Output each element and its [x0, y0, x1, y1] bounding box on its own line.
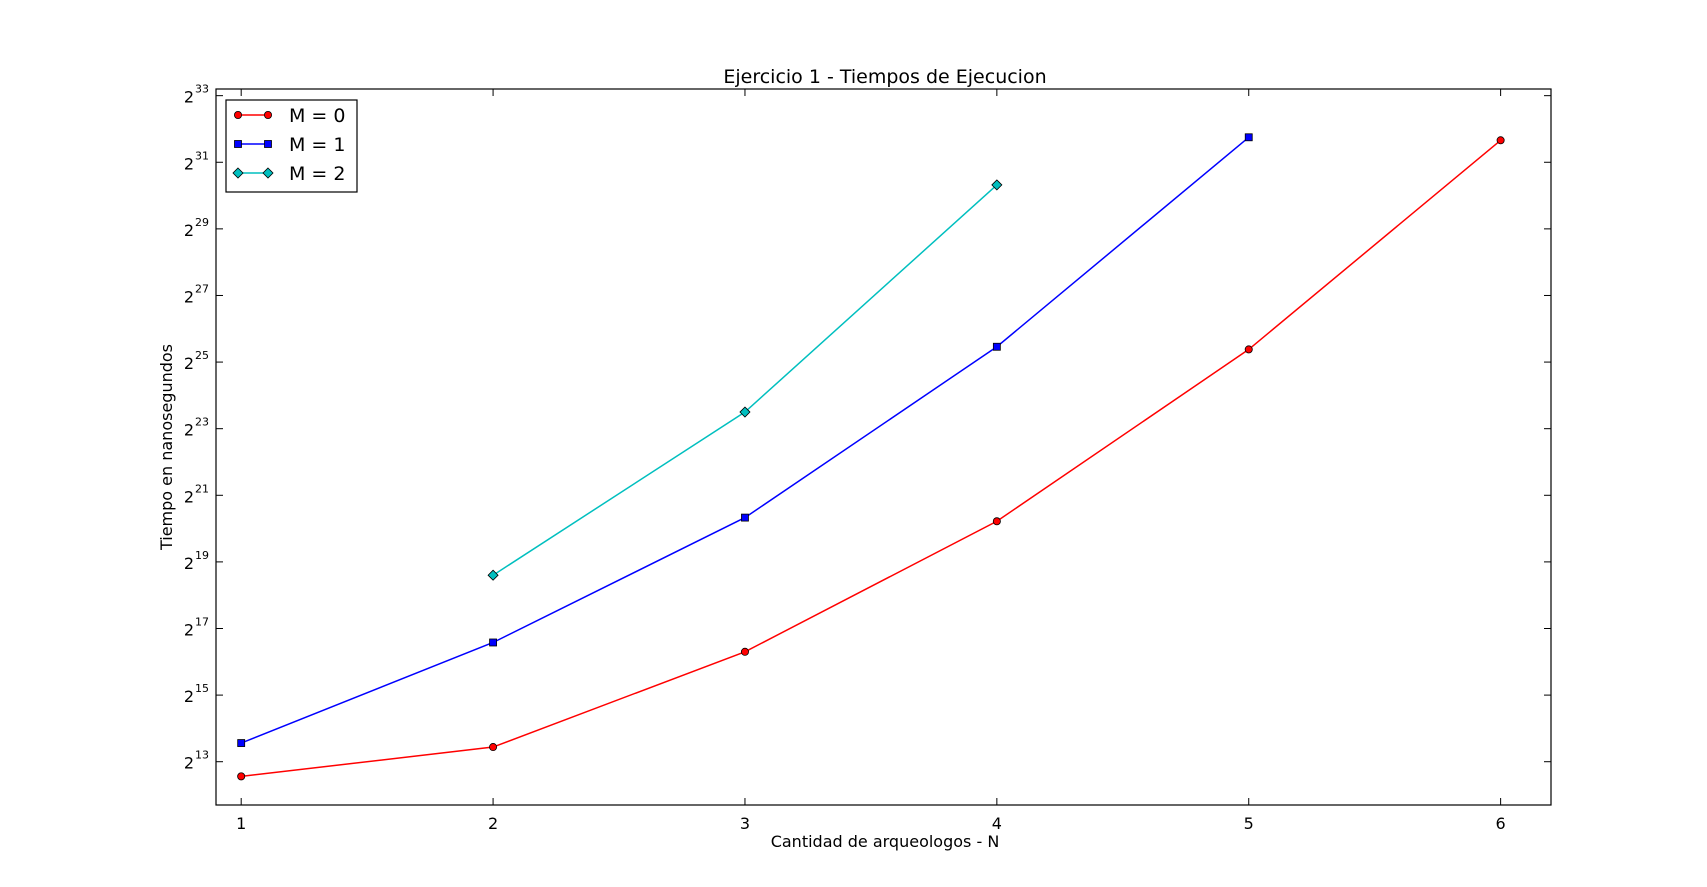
- x-axis-label: Cantidad de arqueologos - N: [771, 832, 1000, 851]
- data-point: [991, 179, 1003, 191]
- y-tick-base: 2: [184, 620, 194, 639]
- y-tick-base: 2: [184, 421, 194, 440]
- x-axis-ticks: 1 2 3 4 5 6: [236, 89, 1506, 833]
- x-tick-label: 1: [236, 814, 246, 833]
- chart-title: Ejercicio 1 - Tiempos de Ejecucion: [723, 66, 1046, 88]
- y-tick-label: 2: [184, 287, 194, 306]
- y-tick-base: 2: [184, 554, 194, 573]
- y-tick-base: 2: [184, 221, 194, 240]
- series-m=2: [487, 179, 1003, 581]
- y-tick-label: 2: [184, 620, 194, 639]
- y-tick-exponent: 15: [195, 682, 209, 695]
- series-m=1: [237, 133, 1253, 747]
- y-axis-ticks: 2 132 152 172 192 212 232 252 272 292 312 33: [184, 83, 1551, 773]
- y-tick-exponent: 21: [195, 482, 209, 495]
- y-tick-label: 2: [184, 687, 194, 706]
- legend-label: M = 2: [289, 163, 345, 185]
- y-tick-exponent: 31: [195, 149, 209, 162]
- y-tick-exponent: 19: [195, 549, 209, 562]
- data-point: [487, 569, 499, 581]
- legend-item: M = 0: [233, 105, 345, 127]
- legend-item: M = 2: [232, 163, 345, 185]
- y-tick-label: 2: [184, 88, 194, 107]
- y-tick-base: 2: [184, 687, 194, 706]
- y-axis-label: Tiempo en nanosegundos: [157, 344, 176, 551]
- legend-marker: [263, 111, 272, 120]
- y-tick-label: 2: [184, 487, 194, 506]
- y-tick-label: 2: [184, 154, 194, 173]
- x-tick-label: 5: [1244, 814, 1254, 833]
- y-tick-base: 2: [184, 754, 194, 773]
- legend: M = 0 M = 1 M = 2: [225, 99, 358, 193]
- data-point: [489, 638, 497, 647]
- data-point: [992, 342, 1001, 351]
- x-tick-label: 3: [740, 814, 750, 833]
- y-tick-label: 2: [184, 221, 194, 240]
- plot-frame: [215, 88, 1552, 806]
- x-tick-label: 2: [488, 814, 498, 833]
- y-tick-exponent: 33: [195, 83, 209, 96]
- legend-label: M = 0: [289, 105, 345, 127]
- data-point: [1244, 345, 1253, 354]
- data-point: [489, 743, 498, 752]
- data-point: [237, 739, 246, 747]
- legend-marker: [233, 111, 242, 120]
- data-point: [1496, 136, 1505, 145]
- legend-item: M = 1: [234, 134, 345, 156]
- data-point: [992, 517, 1001, 526]
- series-m=0: [237, 136, 1505, 781]
- data-point: [741, 513, 749, 522]
- y-tick-base: 2: [184, 154, 194, 173]
- y-tick-exponent: 23: [195, 416, 209, 429]
- data-point: [739, 406, 751, 418]
- data-point: [740, 647, 749, 656]
- series-layer: [237, 133, 1505, 781]
- y-tick-exponent: 29: [195, 216, 209, 229]
- legend-marker: [234, 140, 242, 148]
- y-tick-label: 2: [184, 554, 194, 573]
- y-tick-base: 2: [184, 487, 194, 506]
- data-point: [1244, 133, 1253, 142]
- legend-marker: [262, 167, 274, 179]
- y-tick-label: 2: [184, 354, 194, 373]
- y-tick-base: 2: [184, 354, 194, 373]
- y-tick-label: 2: [184, 754, 194, 773]
- series-line: [241, 139, 1502, 778]
- y-tick-exponent: 17: [195, 615, 209, 628]
- legend-marker: [264, 140, 272, 148]
- y-tick-base: 2: [184, 287, 194, 306]
- x-tick-label: 4: [992, 814, 1002, 833]
- y-tick-base: 2: [184, 88, 194, 107]
- legend-marker: [232, 167, 244, 179]
- x-tick-label: 6: [1496, 814, 1506, 833]
- y-tick-exponent: 13: [195, 749, 209, 762]
- y-tick-exponent: 27: [195, 282, 209, 295]
- y-tick-exponent: 25: [195, 349, 209, 362]
- legend-label: M = 1: [289, 134, 345, 156]
- data-point: [237, 772, 246, 781]
- y-tick-label: 2: [184, 421, 194, 440]
